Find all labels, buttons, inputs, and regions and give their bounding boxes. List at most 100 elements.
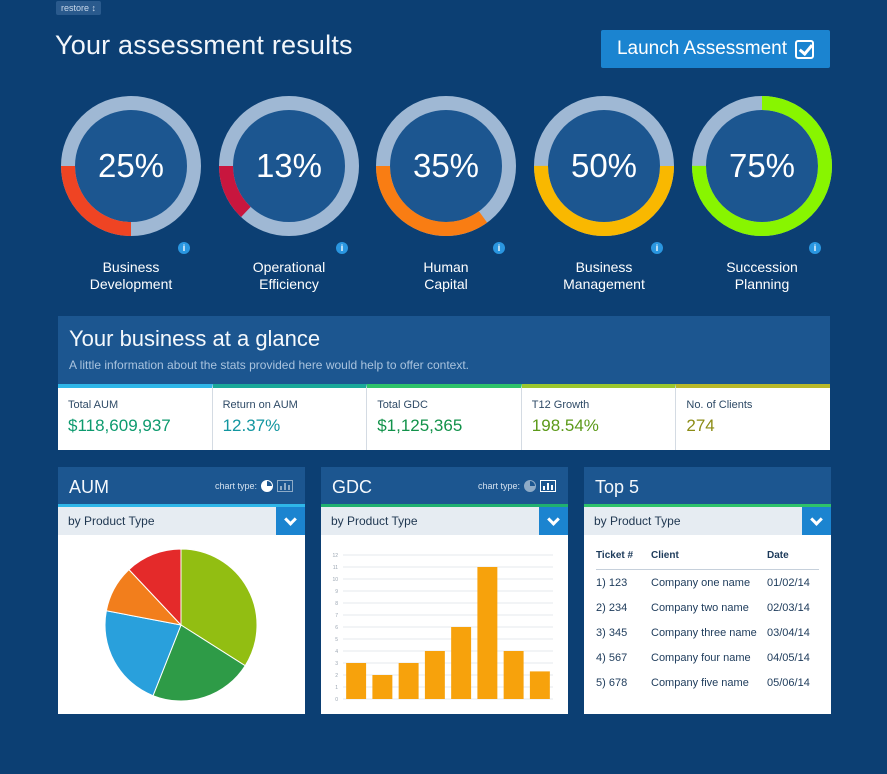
- stat-label: Return on AUM: [222, 399, 298, 411]
- chart-type-switch: chart type:: [478, 480, 556, 492]
- gauge-label: Business Development: [48, 259, 214, 293]
- aum-card-title: AUM: [69, 477, 109, 497]
- stat-value: 274: [686, 416, 715, 435]
- stat-return-on-aum: Return on AUM 12.37%: [212, 384, 368, 450]
- info-icon[interactable]: i: [493, 242, 505, 254]
- stat-value: 198.54%: [531, 416, 599, 435]
- table-row[interactable]: 1) 123 Company one name 01/02/14: [596, 570, 819, 595]
- gauge-label-line1: Business: [575, 259, 633, 275]
- table-row[interactable]: 5) 678 Company five name 05/06/14: [596, 670, 819, 695]
- gauge-arc: [219, 96, 359, 236]
- col-ticket[interactable]: Ticket #: [596, 550, 634, 561]
- y-tick-label: 3: [335, 661, 338, 667]
- bar-1[interactable]: [346, 663, 367, 699]
- bar-2[interactable]: [372, 675, 393, 699]
- checkbox-icon: [795, 39, 815, 59]
- gauge-label-line2: Efficiency: [259, 276, 319, 292]
- bar-5[interactable]: [451, 627, 472, 699]
- glance-header: Your business at a glance A little infor…: [58, 316, 830, 384]
- gauge-label-line2: Development: [89, 276, 173, 292]
- y-tick-label: 0: [335, 697, 338, 703]
- cell-ticket: 3) 345: [596, 627, 628, 639]
- info-icon[interactable]: i: [651, 242, 663, 254]
- bar-3[interactable]: [398, 663, 419, 699]
- gauge-label-line2: Management: [563, 276, 645, 292]
- cell-ticket: 5) 678: [596, 677, 628, 689]
- stat-value: $118,609,937: [68, 416, 171, 435]
- cell-date: 04/05/14: [767, 652, 810, 664]
- cell-client: Company one name: [651, 577, 751, 589]
- dropdown-selected-value: by Product Type: [68, 514, 155, 528]
- pie-slice-2[interactable]: [152, 624, 246, 702]
- cell-date: 03/04/14: [767, 627, 810, 639]
- stat-t12-growth: T12 Growth 198.54%: [521, 384, 677, 450]
- pie-slice-3[interactable]: [104, 610, 182, 697]
- y-tick-label: 4: [335, 649, 338, 655]
- gauge-succession-planning: 75% i Succession Planning: [689, 93, 835, 293]
- y-tick-label: 10: [332, 577, 338, 583]
- y-tick-label: 6: [335, 625, 338, 631]
- gauge-arc: [534, 96, 674, 236]
- gauge-label-line1: Operational: [252, 259, 326, 275]
- cell-ticket: 2) 234: [596, 602, 628, 614]
- info-icon[interactable]: i: [178, 242, 190, 254]
- y-tick-label: 12: [332, 553, 338, 559]
- y-tick-label: 11: [333, 565, 338, 571]
- gauge-label-line1: Succession: [726, 259, 798, 275]
- info-icon[interactable]: i: [809, 242, 821, 254]
- info-icon[interactable]: i: [336, 242, 348, 254]
- gauge-arc: [692, 96, 832, 236]
- aum-card: AUM chart type: by Product Type: [58, 467, 305, 714]
- pie-slice-5[interactable]: [128, 548, 182, 627]
- y-tick-label: 1: [335, 685, 338, 691]
- col-date[interactable]: Date: [767, 550, 789, 561]
- gauge-percent: 75%: [729, 147, 795, 184]
- dropdown-selected-value: by Product Type: [331, 514, 418, 528]
- top5-product-type-dropdown[interactable]: by Product Type: [584, 507, 831, 535]
- y-tick-label: 5: [335, 637, 338, 643]
- table-row[interactable]: 4) 567 Company four name 04/05/14: [596, 645, 819, 670]
- chart-type-switch: chart type:: [215, 480, 293, 492]
- gdc-product-type-dropdown[interactable]: by Product Type: [321, 507, 568, 535]
- cell-client: Company three name: [651, 627, 757, 639]
- stat-label: T12 Growth: [531, 399, 590, 411]
- bar-7[interactable]: [503, 651, 524, 699]
- gauge-percent: 35%: [413, 147, 479, 184]
- launch-assessment-button[interactable]: Launch Assessment: [601, 30, 830, 68]
- table-row[interactable]: 3) 345 Company three name 03/04/14: [596, 620, 819, 645]
- chevron-down-icon[interactable]: [802, 507, 831, 535]
- gdc-card-title: GDC: [332, 477, 372, 497]
- bar-8[interactable]: [529, 671, 550, 699]
- cell-date: 02/03/14: [767, 602, 810, 614]
- dropdown-selected-value: by Product Type: [594, 514, 681, 528]
- y-tick-label: 8: [335, 601, 338, 607]
- chart-type-label: chart type:: [477, 481, 520, 491]
- stat-total-gdc: Total GDC $1,125,365: [367, 384, 522, 450]
- gauge-label: Business Management: [521, 259, 687, 293]
- gauge-percent: 13%: [256, 147, 322, 184]
- restore-toggle[interactable]: restore ↕: [56, 1, 102, 15]
- stats-row: Total AUM $118,609,937 Return on AUM 12.…: [58, 384, 830, 450]
- pie-chart-icon[interactable]: [261, 480, 273, 492]
- col-client[interactable]: Client: [651, 550, 679, 561]
- gauge-label-line2: Planning: [734, 276, 790, 292]
- gauge-label-line1: Business: [102, 259, 160, 275]
- top5-card: Top 5 by Product Type Ticket # Client Da…: [584, 467, 831, 714]
- pie-chart-icon[interactable]: [524, 480, 536, 492]
- aum-product-type-dropdown[interactable]: by Product Type: [58, 507, 305, 535]
- bar-chart-icon[interactable]: [277, 480, 293, 492]
- stat-label: No. of Clients: [686, 399, 753, 411]
- gauge-label-line1: Human: [423, 259, 469, 275]
- bar-6[interactable]: [477, 567, 498, 699]
- stat-label: Total AUM: [68, 399, 119, 411]
- table-header: Ticket # Client Date: [596, 545, 819, 570]
- chevron-down-icon[interactable]: [539, 507, 568, 535]
- table-row[interactable]: 2) 234 Company two name 02/03/14: [596, 595, 819, 620]
- bar-chart-icon[interactable]: [540, 480, 556, 492]
- bar-4[interactable]: [424, 651, 445, 699]
- chevron-down-icon[interactable]: [276, 507, 305, 535]
- top5-table: Ticket # Client Date 1) 123 Company one …: [584, 535, 831, 705]
- gauge-label: Human Capital: [363, 259, 529, 293]
